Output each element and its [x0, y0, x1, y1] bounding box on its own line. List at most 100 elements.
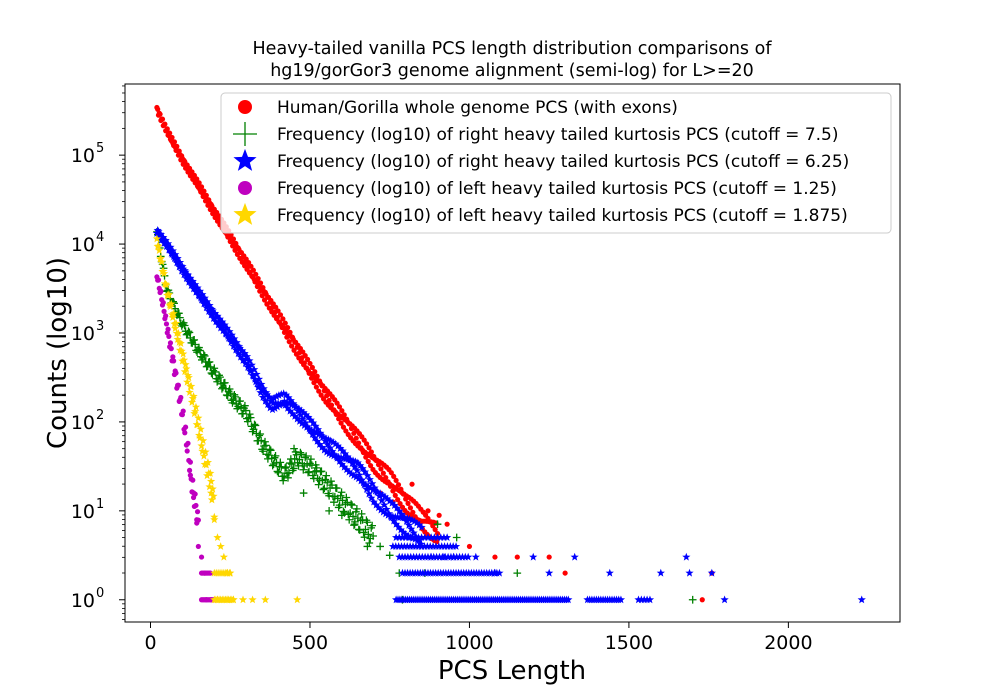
y-tick-label: 10: [71, 145, 95, 167]
data-point: [288, 409, 297, 418]
data-point: [299, 408, 308, 417]
data-point: [210, 364, 219, 373]
data-point: [326, 397, 332, 404]
legend-item: Frequency (log10) of right heavy tailed …: [233, 122, 839, 146]
data-point: [197, 441, 206, 450]
data-point: [325, 507, 333, 515]
data-point: [411, 533, 420, 542]
data-point: [514, 554, 520, 560]
data-point: [380, 470, 386, 476]
data-point: [227, 330, 236, 339]
data-point: [513, 569, 522, 577]
data-point: [163, 321, 170, 327]
y-tick-exponent: 3: [96, 319, 104, 334]
data-point: [289, 343, 295, 349]
data-point: [391, 533, 401, 542]
y-tick-label: 10: [71, 412, 95, 434]
data-point: [417, 523, 426, 531]
data-point: [174, 328, 183, 337]
data-point: [207, 488, 216, 497]
data-point: [337, 460, 346, 468]
data-point: [261, 595, 270, 604]
data-point: [252, 370, 261, 378]
data-point: [363, 471, 372, 480]
data-point: [353, 435, 359, 441]
data-point: [196, 346, 204, 355]
data-point: [238, 346, 247, 355]
data-point: [339, 507, 348, 516]
data-point: [286, 339, 292, 345]
data-point: [183, 270, 193, 279]
data-point: [157, 257, 166, 266]
data-point: [198, 184, 205, 190]
data-point: [195, 286, 205, 295]
data-point: [295, 417, 304, 425]
chart-title: Heavy-tailed vanilla PCS length distribu…: [253, 39, 773, 81]
data-point: [656, 568, 665, 577]
data-point: [207, 477, 216, 485]
data-point: [404, 520, 413, 529]
data-point: [277, 390, 286, 398]
data-point: [203, 458, 213, 466]
data-point: [154, 227, 163, 236]
data-point: [231, 345, 240, 354]
data-point: [171, 139, 178, 145]
data-point: [165, 326, 171, 332]
data-point: [368, 479, 377, 488]
data-point: [311, 380, 317, 386]
data-point: [228, 399, 237, 407]
data-point: [285, 406, 295, 415]
data-point: [289, 464, 298, 473]
data-point: [220, 378, 229, 387]
data-point: [364, 489, 374, 498]
legend-box: [220, 92, 892, 234]
data-point: [545, 568, 554, 577]
data-point: [282, 320, 288, 326]
data-point: [392, 492, 398, 499]
data-point: [238, 595, 248, 604]
data-point: [162, 121, 168, 127]
data-point: [281, 464, 289, 472]
data-point: [415, 520, 424, 529]
legend-marker: [233, 122, 257, 146]
data-point: [232, 338, 241, 347]
data-point: [195, 291, 204, 300]
data-point: [313, 436, 322, 445]
legend-marker: [238, 100, 252, 114]
data-point: [304, 356, 311, 362]
data-point: [213, 533, 222, 542]
data-point: [289, 399, 298, 408]
data-point: [187, 472, 193, 478]
data-point: [238, 356, 248, 364]
data-point: [178, 394, 184, 401]
data-point: [164, 126, 170, 132]
data-point: [158, 288, 164, 294]
data-point: [347, 500, 355, 508]
data-point: [155, 106, 161, 112]
data-point: [186, 273, 195, 282]
data-point: [208, 306, 217, 315]
data-point: [409, 481, 415, 487]
series-4: [154, 274, 217, 603]
data-point: [301, 410, 311, 419]
data-point: [317, 443, 327, 451]
data-point: [378, 490, 387, 499]
data-point: [374, 503, 383, 512]
data-point: [173, 335, 182, 343]
data-point: [193, 283, 202, 292]
data-point: [261, 437, 269, 446]
data-point: [425, 508, 431, 514]
data-point: [199, 451, 209, 460]
data-point: [296, 410, 305, 419]
data-point: [564, 595, 573, 604]
data-point: [217, 321, 226, 330]
data-point: [274, 391, 283, 399]
data-point: [187, 459, 193, 465]
data-point: [246, 413, 255, 422]
data-point: [311, 421, 320, 430]
data-point: [161, 308, 167, 314]
data-point: [230, 236, 237, 242]
data-point: [321, 434, 331, 443]
data-point: [366, 445, 372, 451]
data-point: [380, 492, 390, 501]
